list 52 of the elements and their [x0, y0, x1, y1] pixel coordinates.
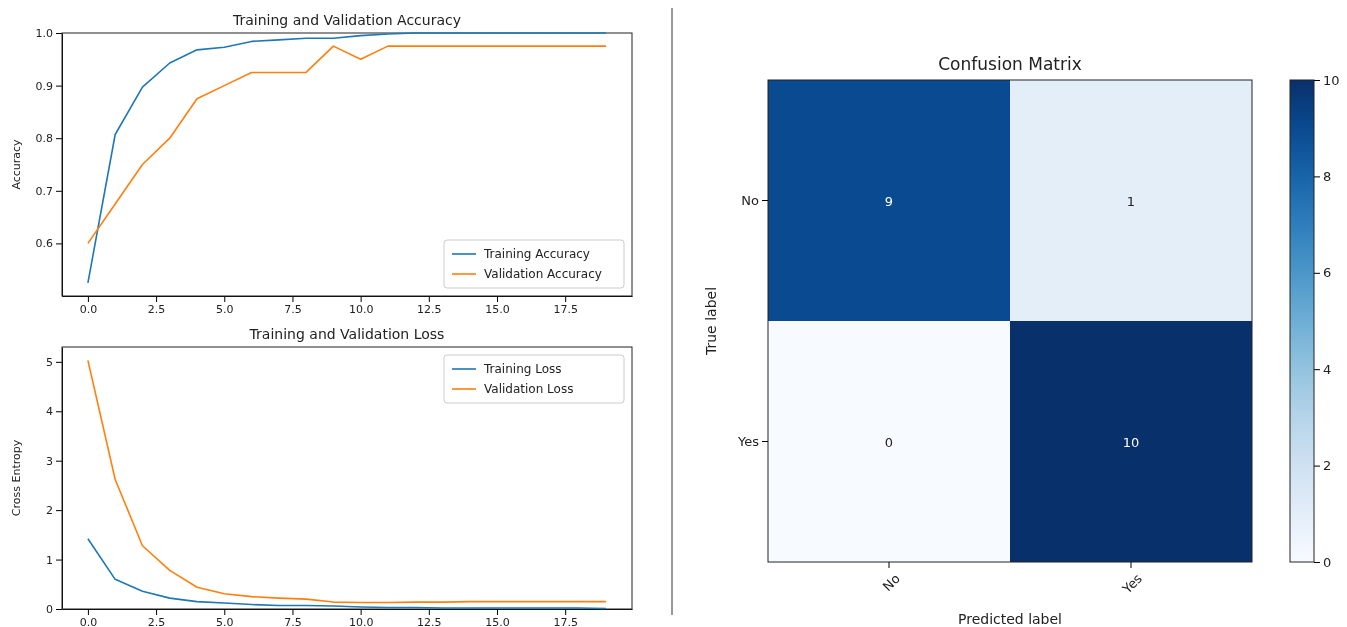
line-series [87, 45, 607, 245]
chart-title: Training and Validation Accuracy [232, 12, 461, 28]
x-tick-label: 15.0 [485, 302, 510, 316]
y-tick-label: 3 [46, 454, 53, 468]
x-tick-label: 17.5 [553, 615, 578, 627]
x-tick-label: 5.0 [216, 615, 234, 627]
legend-label: Validation Loss [484, 382, 574, 396]
legend-label: Training Accuracy [483, 247, 590, 261]
x-tick-label: 0.0 [79, 615, 98, 627]
line-series [87, 538, 607, 610]
y-tick-label: 0.9 [35, 79, 53, 93]
x-axis-title: Predicted label [957, 611, 1063, 627]
x-tick-label: 2.5 [147, 302, 166, 316]
data-label: 9 [884, 193, 894, 209]
x-tick-label: 10.0 [348, 615, 374, 627]
legend-label: Training Loss [483, 362, 562, 376]
chart-title: Training and Validation Loss [248, 326, 445, 342]
y-tick-label: 5 [46, 355, 53, 369]
y-tick-label: 1.0 [35, 27, 53, 41]
line-series [87, 32, 607, 284]
y-tick-label: 0 [46, 603, 53, 617]
x-tick-label: 2.5 [147, 615, 166, 627]
x-tick-label: 7.5 [284, 615, 302, 627]
y-tick-label: 2 [46, 504, 53, 518]
color-bar-label: 8 [1323, 169, 1332, 185]
color-bar-label: 4 [1323, 361, 1332, 377]
y-tick-label: 0.6 [35, 237, 53, 251]
y-tick-label: 0.8 [35, 132, 53, 146]
y-axis-title: True label [703, 286, 719, 357]
legend-label: Validation Accuracy [484, 267, 602, 281]
y-tick-label: 0.7 [35, 184, 53, 198]
chart-title: Confusion Matrix [938, 54, 1082, 74]
x-tick-label: 10.0 [348, 302, 374, 316]
y-axis-title: Cross Entropy [10, 439, 23, 517]
data-label: 1 [1126, 193, 1136, 209]
y-tick-label: 1 [46, 553, 53, 567]
color-bar-label: 2 [1323, 458, 1332, 474]
y-tick-label: 4 [46, 405, 53, 419]
color-bar-label: 6 [1323, 265, 1332, 281]
x-tick-label: 17.5 [553, 302, 578, 316]
x-tick-label: 12.5 [417, 302, 442, 316]
line-series [87, 359, 607, 604]
color-bar-label: 0 [1323, 554, 1332, 570]
color-bar-label: 10 [1323, 72, 1340, 88]
x-tick-label: 0.0 [79, 302, 98, 316]
data-label: 0 [884, 434, 894, 450]
y-axis-title: Accuracy [10, 138, 23, 190]
x-tick-label: 12.5 [417, 615, 442, 627]
x-tick-label: 15.0 [485, 615, 510, 627]
x-tick-label: 5.0 [216, 302, 234, 316]
data-label: 10 [1122, 434, 1140, 450]
x-tick-label: 7.5 [284, 302, 302, 316]
